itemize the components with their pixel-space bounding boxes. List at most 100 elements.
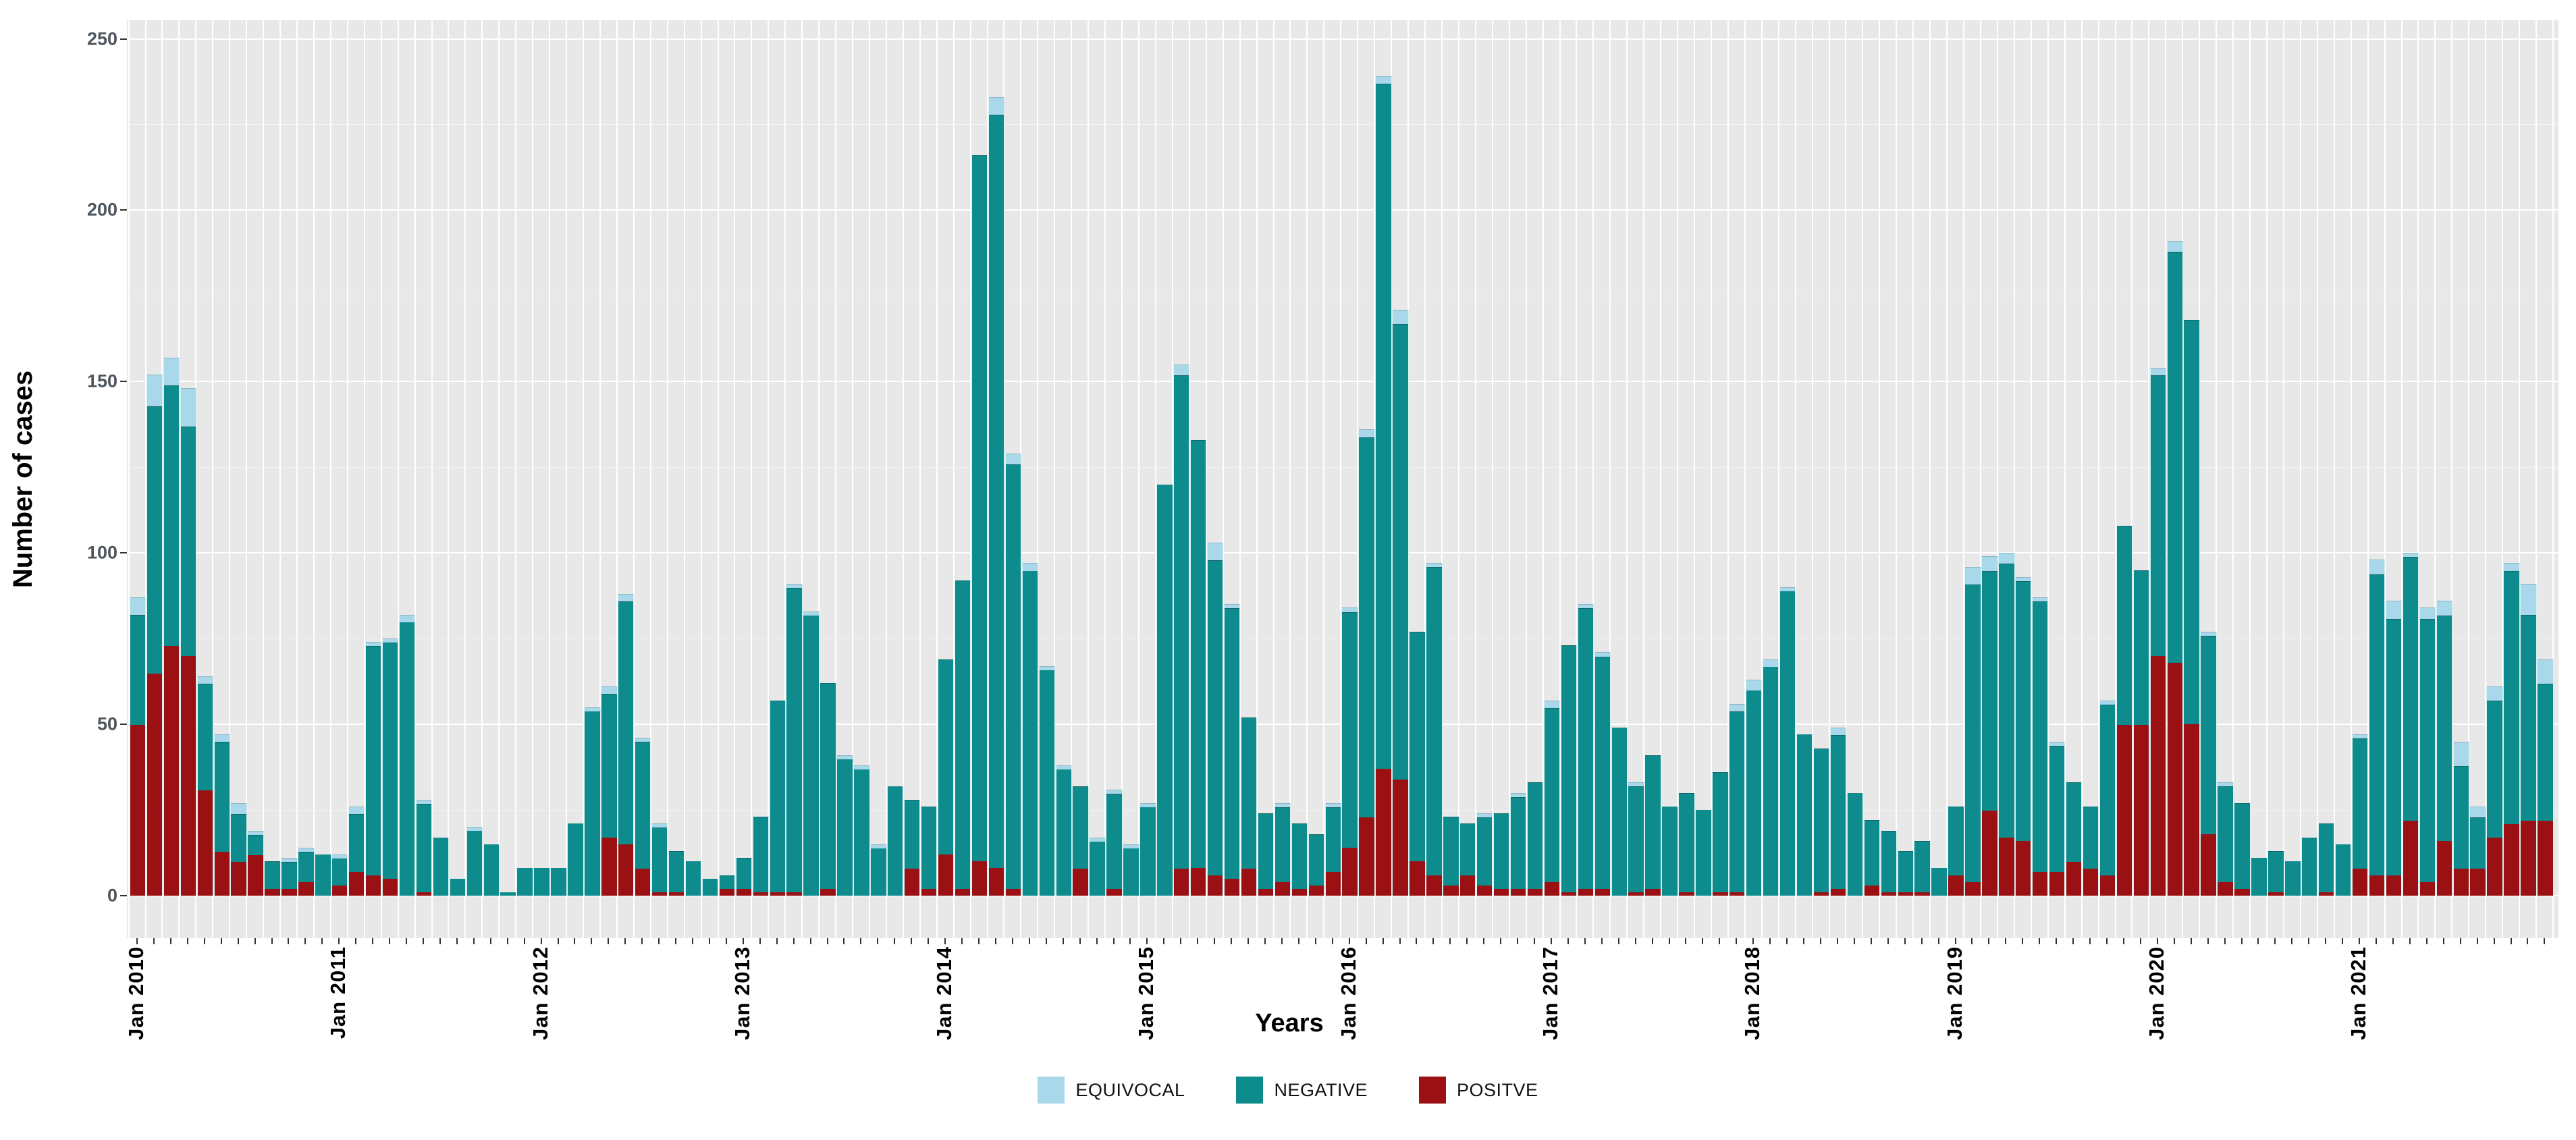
bar-Nov-2019	[2116, 525, 2133, 896]
bar-Jun-2012	[618, 594, 635, 896]
segment-neg	[971, 155, 988, 862]
segment-eq	[635, 738, 651, 742]
segment-eq	[1224, 604, 1240, 609]
segment-eq	[1729, 703, 1745, 711]
x-tick-mark	[220, 938, 222, 944]
minor-gridline-125	[127, 467, 2558, 468]
segment-neg	[1679, 792, 1694, 892]
x-tick-mark	[2257, 938, 2259, 944]
x-tick-mark	[1769, 938, 1771, 944]
segment-neg	[2453, 765, 2469, 869]
segment-pos	[719, 889, 735, 896]
bar-Mar-2010	[163, 357, 180, 896]
legend-item-negative: NEGATIVE	[1236, 1077, 1368, 1104]
segment-pos	[298, 882, 314, 896]
segment-eq	[871, 844, 886, 848]
x-tick-mark	[1752, 938, 1754, 944]
vertical-gridline	[1441, 20, 1443, 938]
segment-pos	[2099, 875, 2116, 896]
segment-eq	[2099, 700, 2116, 705]
x-tick-mark	[928, 938, 930, 944]
vertical-gridline	[616, 20, 618, 938]
segment-eq	[1106, 789, 1122, 794]
segment-pos	[1594, 888, 1610, 896]
x-tick-mark	[725, 938, 727, 944]
vertical-gridline	[2417, 20, 2419, 938]
vertical-gridline	[1626, 20, 1628, 938]
segment-neg	[2403, 557, 2419, 821]
vertical-gridline	[1777, 20, 1779, 938]
bar-Jan-2017	[1543, 700, 1561, 896]
x-tick-mark	[1836, 938, 1838, 944]
segment-eq	[1207, 542, 1223, 561]
bar-May-2018	[1813, 748, 1830, 896]
bar-May-2012	[601, 686, 618, 896]
segment-neg	[2521, 615, 2536, 821]
segment-neg	[1090, 841, 1105, 896]
bar-Jan-2019	[1948, 806, 1964, 896]
y-axis-title-text: Number of cases	[8, 370, 38, 589]
segment-pos	[2268, 892, 2284, 896]
segment-neg	[2049, 745, 2065, 872]
segment-pos	[248, 855, 263, 896]
segment-pos	[1561, 892, 1577, 896]
segment-neg	[2133, 570, 2149, 725]
x-tick-mark	[1483, 938, 1485, 944]
bar-Nov-2013	[904, 799, 921, 896]
vertical-gridline	[751, 20, 753, 938]
segment-pos	[2521, 820, 2536, 896]
bar-Feb-2018	[1762, 659, 1779, 896]
vertical-gridline	[1879, 20, 1881, 938]
bar-May-2014	[1004, 453, 1022, 896]
x-tick-mark	[1702, 938, 1704, 944]
x-tick-mark	[708, 938, 710, 944]
vertical-gridline	[952, 20, 955, 938]
segment-pos	[214, 851, 230, 896]
x-tick-mark	[489, 938, 491, 944]
segment-eq	[988, 97, 1004, 115]
segment-pos	[2386, 875, 2402, 896]
vertical-gridline	[2232, 20, 2234, 938]
segment-pos	[1982, 810, 1997, 896]
vertical-gridline	[1289, 20, 1291, 938]
bar-Nov-2010	[298, 847, 315, 896]
x-tick-mark	[2207, 938, 2209, 944]
x-tick-mark	[1331, 938, 1333, 944]
segment-pos	[365, 875, 381, 896]
vertical-gridline	[1054, 20, 1056, 938]
segment-neg	[905, 799, 920, 869]
vertical-gridline	[2081, 20, 2083, 938]
vertical-gridline	[2064, 20, 2066, 938]
segment-neg	[2386, 618, 2402, 875]
bar-Aug-2016	[1459, 823, 1476, 896]
segment-pos	[265, 889, 280, 896]
vertical-gridline	[700, 20, 702, 938]
major-gridline-150	[127, 381, 2558, 383]
x-tick-mark	[591, 938, 593, 944]
legend-item-positve: POSITVE	[1419, 1077, 1538, 1104]
y-tick-label-50: 50	[97, 713, 117, 734]
x-tick-mark	[1028, 938, 1030, 944]
segment-pos	[2436, 841, 2452, 896]
segment-pos	[786, 892, 802, 896]
x-tick-mark	[1449, 938, 1451, 944]
segment-neg	[2251, 858, 2267, 896]
segment-pos	[601, 838, 617, 896]
segment-neg	[871, 848, 886, 896]
x-tick-mark	[742, 938, 744, 944]
x-tick-mark	[1214, 938, 1216, 944]
vertical-gridline	[2265, 20, 2268, 938]
vertical-gridline	[1677, 20, 1679, 938]
segment-neg	[820, 683, 836, 889]
legend-swatch-negative-icon	[1236, 1077, 1264, 1104]
segment-neg	[1342, 612, 1358, 848]
segment-eq	[2033, 597, 2048, 602]
vertical-gridline	[1239, 20, 1241, 938]
segment-eq	[1393, 309, 1408, 324]
bar-Nov-2011	[500, 892, 516, 896]
bar-Sep-2015	[1274, 803, 1291, 896]
x-tick-mark	[1146, 938, 1148, 944]
bar-Jan-2015	[1139, 803, 1156, 896]
y-tick-label-0: 0	[107, 885, 117, 906]
segment-pos	[1510, 888, 1526, 896]
